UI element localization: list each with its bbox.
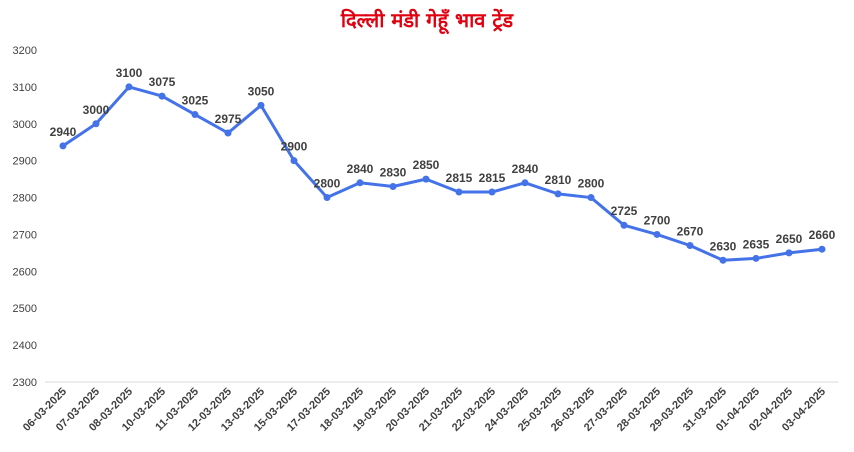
data-point xyxy=(488,188,496,196)
data-point xyxy=(686,242,694,250)
y-tick-label: 2400 xyxy=(13,340,37,352)
data-point xyxy=(521,179,529,187)
data-point xyxy=(422,175,430,183)
data-label: 2800 xyxy=(314,177,341,191)
data-label: 3100 xyxy=(116,66,143,80)
data-point xyxy=(389,182,397,190)
data-label: 2810 xyxy=(545,173,572,187)
data-point xyxy=(455,188,463,196)
data-point xyxy=(785,249,793,257)
data-point xyxy=(554,190,562,198)
series-line xyxy=(62,85,823,262)
data-label: 2725 xyxy=(611,204,638,218)
y-tick-label: 2500 xyxy=(13,303,37,315)
data-label: 2900 xyxy=(281,140,308,154)
data-label: 2800 xyxy=(578,177,605,191)
data-point xyxy=(752,254,760,262)
data-point xyxy=(59,142,67,150)
data-label: 2815 xyxy=(446,171,473,185)
data-point xyxy=(191,111,199,119)
data-label: 2700 xyxy=(644,213,671,227)
y-tick-label: 2600 xyxy=(13,266,37,278)
y-tick-label: 3000 xyxy=(13,119,37,131)
data-point xyxy=(290,157,298,165)
data-point xyxy=(653,230,661,238)
data-point xyxy=(224,129,232,137)
data-label: 3000 xyxy=(83,103,110,117)
y-tick-label: 2800 xyxy=(13,193,37,205)
data-point xyxy=(587,194,595,202)
data-label: 2940 xyxy=(50,125,77,139)
y-tick-label: 3100 xyxy=(13,82,37,94)
data-label: 3025 xyxy=(182,94,209,108)
y-tick-label: 2700 xyxy=(13,229,37,241)
y-tick-label: 3200 xyxy=(13,45,37,57)
y-tick-label: 2900 xyxy=(13,156,37,168)
data-label: 2660 xyxy=(809,228,836,242)
data-point xyxy=(719,256,727,264)
data-label: 2630 xyxy=(710,239,737,253)
data-point xyxy=(257,101,265,109)
data-label: 2975 xyxy=(215,112,242,126)
data-label: 2635 xyxy=(743,237,770,251)
data-point xyxy=(92,120,100,128)
data-label: 2815 xyxy=(479,171,506,185)
data-label: 2840 xyxy=(347,162,374,176)
data-label: 3075 xyxy=(149,75,176,89)
data-point xyxy=(323,194,331,202)
data-label: 3050 xyxy=(248,84,275,98)
data-point xyxy=(125,83,133,91)
data-point xyxy=(620,221,628,229)
data-label: 2650 xyxy=(776,232,803,246)
data-point xyxy=(356,179,364,187)
data-label: 2830 xyxy=(380,165,407,179)
data-label: 2670 xyxy=(677,225,704,239)
y-tick-label: 2300 xyxy=(13,377,37,389)
chart-title: दिल्ली मंडी गेहूँ भाव ट्रेंड xyxy=(340,8,514,32)
data-point xyxy=(158,92,166,100)
data-point xyxy=(818,245,826,253)
data-label: 2850 xyxy=(413,158,440,172)
data-label: 2840 xyxy=(512,162,539,176)
